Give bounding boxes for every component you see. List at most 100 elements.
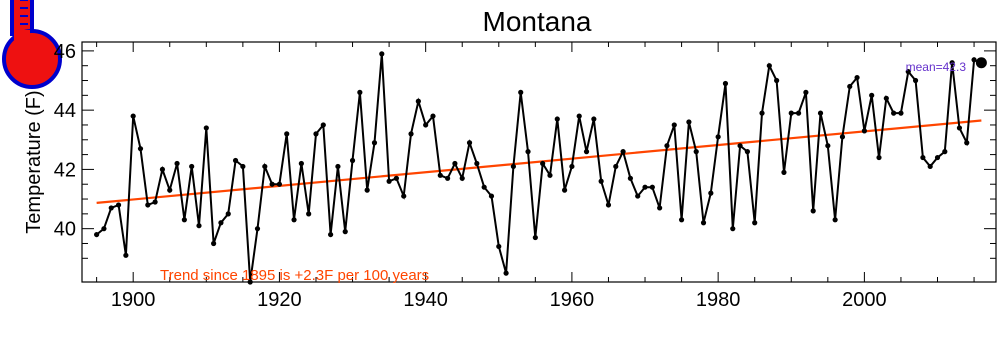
data-point <box>825 143 831 149</box>
data-point <box>357 89 363 95</box>
data-point <box>474 160 480 167</box>
x-tick-label: 1960 <box>550 289 595 311</box>
data-point <box>649 184 655 190</box>
data-point <box>328 231 334 238</box>
x-tick-label: 1920 <box>257 289 302 311</box>
x-tick-label: 1900 <box>111 289 156 311</box>
data-point <box>598 178 604 184</box>
data-point <box>766 63 772 69</box>
data-point <box>561 187 568 193</box>
y-tick-label: 42 <box>54 159 76 181</box>
data-point <box>708 190 714 196</box>
data-point <box>364 187 370 193</box>
data-point <box>569 163 575 170</box>
data-point <box>876 154 882 161</box>
y-axis-label: Temperature (F) <box>23 90 45 233</box>
data-point <box>942 149 948 155</box>
data-point <box>788 110 794 116</box>
data-point <box>927 163 933 170</box>
series-group <box>94 51 987 285</box>
data-point <box>115 202 122 208</box>
data-point <box>715 134 721 140</box>
data-point <box>774 77 780 84</box>
data-point <box>956 125 963 131</box>
data-point <box>635 193 641 199</box>
data-point <box>225 211 231 217</box>
data-point <box>349 157 356 164</box>
data-point <box>371 140 378 146</box>
data-point <box>905 69 911 75</box>
chart-title: Montana <box>483 6 592 37</box>
data-point <box>971 57 977 63</box>
data-point <box>313 131 319 137</box>
data-point <box>291 217 297 223</box>
data-point <box>891 110 897 116</box>
data-point <box>883 95 889 101</box>
data-point <box>839 134 846 140</box>
data-point <box>174 160 180 167</box>
data-point <box>920 154 926 161</box>
data-point <box>620 149 626 155</box>
data-point <box>247 279 253 285</box>
y-tick-label: 46 <box>54 41 76 63</box>
data-point <box>605 202 612 208</box>
data-point <box>583 149 590 155</box>
data-point <box>869 92 875 98</box>
data-point <box>686 119 692 125</box>
data-point <box>525 149 531 155</box>
data-point <box>678 217 685 223</box>
data-point <box>737 143 743 149</box>
axis-tick-labels: 1900 1920 1940 1960 1980 2000 40 42 44 46 <box>54 41 887 311</box>
data-point <box>934 154 941 161</box>
data-point <box>232 157 239 164</box>
data-point <box>445 175 451 181</box>
data-point <box>189 163 195 170</box>
data-point <box>949 60 955 66</box>
data-point <box>386 178 392 184</box>
data-point <box>693 149 699 155</box>
data-point <box>130 113 136 119</box>
data-point <box>591 116 597 122</box>
data-point <box>262 163 268 170</box>
data-point <box>817 110 824 116</box>
data-point <box>781 169 787 175</box>
data-point <box>554 116 560 122</box>
data-point <box>101 226 107 232</box>
data-point <box>540 160 546 167</box>
data-point <box>108 205 114 211</box>
data-point <box>145 202 151 208</box>
data-point <box>854 74 860 81</box>
data-point <box>240 163 246 170</box>
data-point <box>722 80 729 87</box>
data-point <box>832 217 838 223</box>
data-point <box>671 122 677 128</box>
last-data-point <box>975 57 987 69</box>
data-point <box>393 175 400 181</box>
data-point <box>423 122 429 128</box>
data-point <box>211 240 217 247</box>
data-point <box>415 98 421 104</box>
x-tick-label: 1940 <box>403 289 448 311</box>
data-point <box>627 175 634 181</box>
data-point <box>218 220 224 226</box>
data-point <box>964 140 970 146</box>
data-point <box>342 229 348 235</box>
mean-annotation: mean=42.3 <box>906 60 967 74</box>
data-point <box>518 89 524 95</box>
data-point <box>298 160 304 167</box>
data-point <box>203 125 209 131</box>
data-point <box>664 143 670 149</box>
data-point <box>861 128 867 134</box>
data-point <box>320 122 326 128</box>
data-point <box>657 205 663 211</box>
data-point <box>335 163 341 170</box>
y-tick-label: 44 <box>54 100 76 122</box>
data-point <box>269 181 275 187</box>
data-point <box>94 231 100 238</box>
data-point <box>847 83 853 90</box>
data-point <box>137 146 144 152</box>
data-point <box>430 113 436 119</box>
data-point <box>510 163 517 170</box>
data-point <box>898 110 904 116</box>
trend-annotation: Trend since 1895 is +2.3F per 100 years <box>160 267 429 284</box>
